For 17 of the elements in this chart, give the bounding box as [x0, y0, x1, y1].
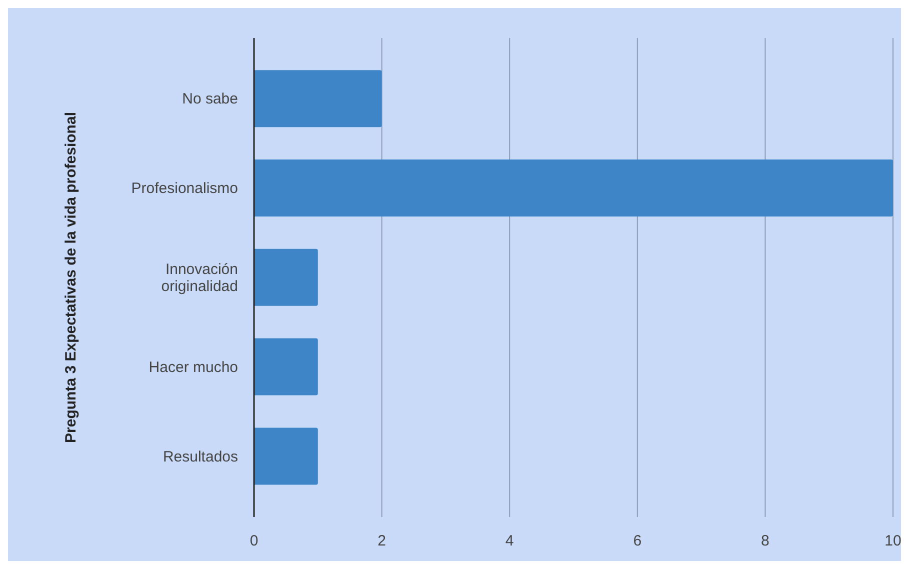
x-tick-label: 0 [250, 532, 258, 550]
x-tick-label: 2 [378, 532, 386, 550]
bar [254, 338, 318, 396]
bar [254, 159, 893, 216]
x-tick-label: 10 [884, 532, 902, 550]
y-tick-label: Profesionalismo [131, 180, 238, 197]
bar [254, 248, 318, 306]
x-tick-label: 6 [633, 532, 642, 550]
y-tick-label: Hacer mucho [148, 358, 238, 376]
x-tick-label: 8 [761, 532, 770, 550]
bar [254, 428, 318, 485]
y-tick-label: Resultados [162, 448, 238, 465]
y-tick-label: No sabe [182, 90, 238, 108]
x-tick-label: 4 [505, 532, 514, 550]
y-axis-title: Pregunta 3 Expectativas de la vida profesional [62, 112, 80, 443]
bar [254, 70, 382, 128]
y-tick-label: Innovación originalidad [161, 260, 238, 294]
